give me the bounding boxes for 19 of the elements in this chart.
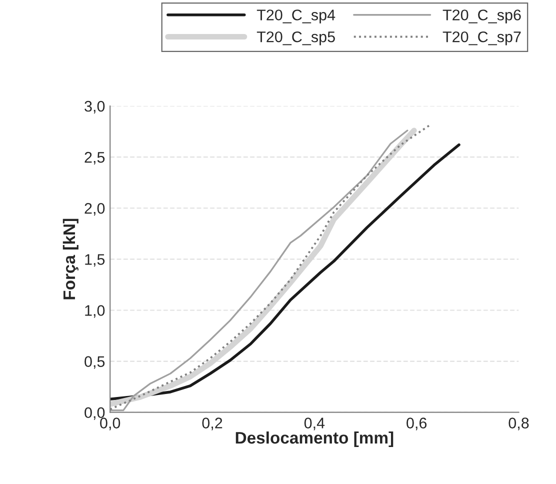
x-tick-label: 0,4 bbox=[304, 418, 325, 430]
y-tick-label: 2,0 bbox=[84, 202, 105, 216]
x-tick-label: 0,2 bbox=[202, 418, 222, 430]
y-tick-label: 1,0 bbox=[85, 305, 105, 318]
x-axis-title: Deslocamento [mm] bbox=[236, 431, 394, 448]
x-tick-label: 0,0 bbox=[100, 418, 120, 430]
y-axis-title: Força [kN] bbox=[62, 218, 78, 300]
y-tick-label: 0,5 bbox=[84, 356, 105, 369]
y-tick-label: 0,0 bbox=[84, 407, 105, 420]
line-series bbox=[110, 143, 460, 400]
x-tick-label: 0,6 bbox=[406, 418, 427, 430]
legend-label: T20_C_sp4 bbox=[256, 10, 336, 24]
y-tick-label: 2,5 bbox=[84, 152, 105, 165]
x-tick-label: 0,8 bbox=[508, 418, 529, 430]
y-tick-label: 1,5 bbox=[85, 254, 105, 267]
legend-label: T20_C_sp7 bbox=[442, 31, 521, 46]
y-tick-label: 3,0 bbox=[84, 100, 105, 114]
legend-label: T20_C_sp5 bbox=[256, 31, 335, 46]
legend-label: T20_C_sp6 bbox=[442, 10, 521, 24]
